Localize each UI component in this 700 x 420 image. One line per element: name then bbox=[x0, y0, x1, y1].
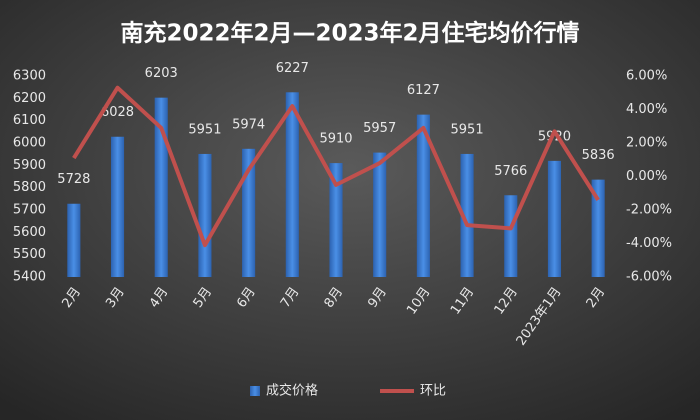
legend-label: 成交价格 bbox=[266, 383, 318, 399]
y2-tick-label: -4.00% bbox=[626, 236, 672, 251]
data-label: 5951 bbox=[451, 122, 484, 137]
line bbox=[72, 85, 600, 248]
data-label: 5836 bbox=[582, 148, 615, 163]
y-tick-label: 6300 bbox=[13, 69, 46, 84]
data-label: 6203 bbox=[145, 66, 178, 81]
bar bbox=[416, 114, 430, 278]
data-label: 5957 bbox=[363, 121, 396, 136]
y-tick-label: 5700 bbox=[13, 203, 46, 218]
y-tick-label: 6000 bbox=[13, 136, 46, 151]
data-label: 5974 bbox=[232, 117, 265, 132]
data-label: 6028 bbox=[101, 105, 134, 120]
data-label: 5910 bbox=[319, 132, 352, 147]
bar bbox=[110, 136, 125, 277]
y2-tick-label: 2.00% bbox=[626, 136, 667, 151]
data-label: 5728 bbox=[57, 172, 90, 187]
y-tick-label: 6100 bbox=[13, 113, 46, 128]
bar bbox=[504, 195, 518, 277]
data-label: 6127 bbox=[407, 83, 440, 98]
y2-tick-label: -2.00% bbox=[626, 203, 672, 218]
bar bbox=[285, 92, 299, 277]
legend-label: 环比 bbox=[420, 384, 446, 399]
data-label: 5951 bbox=[188, 122, 221, 137]
y2-tick-label: 6.00% bbox=[626, 69, 667, 84]
bar bbox=[242, 148, 256, 277]
bar bbox=[154, 97, 168, 277]
y-tick-label: 5600 bbox=[13, 225, 46, 240]
bar bbox=[329, 163, 343, 277]
y2-tick-label: -6.00% bbox=[626, 270, 672, 285]
y-tick-label: 5500 bbox=[13, 247, 46, 262]
bar bbox=[198, 153, 212, 277]
y-tick-label: 6200 bbox=[13, 91, 46, 106]
bar bbox=[591, 179, 605, 277]
y2-tick-label: 0.00% bbox=[626, 169, 667, 184]
y2-tick-label: 4.00% bbox=[626, 102, 667, 117]
data-label: 5766 bbox=[494, 164, 527, 179]
data-label: 6227 bbox=[276, 61, 309, 76]
y-tick-label: 5800 bbox=[13, 180, 46, 195]
bar bbox=[67, 203, 81, 277]
legend-swatch bbox=[250, 386, 260, 396]
bar bbox=[547, 160, 562, 277]
bar bbox=[373, 152, 387, 277]
chart-title: 南充2022年2月—2023年2月住宅均价行情 bbox=[120, 20, 579, 47]
y-tick-label: 5400 bbox=[13, 270, 46, 285]
y-tick-label: 5900 bbox=[13, 158, 46, 173]
bar bbox=[460, 153, 474, 277]
